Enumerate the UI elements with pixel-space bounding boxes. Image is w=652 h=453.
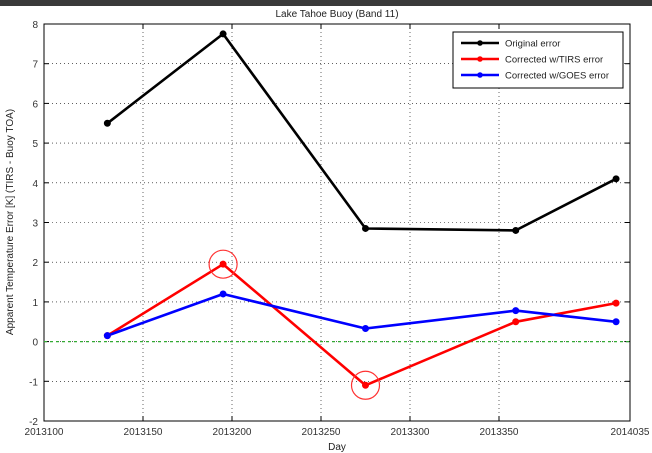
y-tick-label: -2: [29, 417, 38, 428]
x-tick-label: 2013300: [391, 427, 430, 438]
y-tick-label: 2: [32, 258, 38, 269]
legend-marker: [477, 56, 483, 62]
legend-label: Corrected w/TIRS error: [505, 55, 603, 66]
data-point-corrected-w-goes-error: [219, 290, 227, 298]
y-tick-label: 7: [32, 60, 38, 71]
legend-label: Original error: [505, 39, 560, 50]
data-point-corrected-w-goes-error: [612, 318, 620, 326]
x-tick-label: 2014035: [611, 427, 650, 438]
y-tick-label: -1: [29, 377, 38, 388]
data-point-corrected-w-tirs-error: [219, 260, 227, 268]
chart-title: Lake Tahoe Buoy (Band 11): [275, 9, 398, 20]
data-point-corrected-w-tirs-error: [612, 299, 620, 307]
x-axis-label: Day: [328, 442, 346, 453]
highlight-circles: [208, 249, 381, 400]
y-tick-label: 6: [32, 99, 38, 110]
y-tick-label: 1: [32, 298, 38, 309]
data-point-original-error: [512, 226, 520, 234]
data-point-original-error: [103, 119, 111, 127]
y-tick-label: 3: [32, 219, 38, 230]
legend-marker: [477, 72, 483, 78]
x-tick-label: 2013200: [213, 427, 252, 438]
data-point-corrected-w-tirs-error: [362, 381, 369, 389]
legend-label: Corrected w/GOES error: [505, 71, 609, 82]
y-tick-label: 8: [32, 20, 38, 31]
x-tick-label: 2013350: [480, 427, 519, 438]
legend-marker: [477, 40, 483, 46]
data-point-original-error: [362, 224, 369, 232]
x-tick-label: 2013250: [302, 427, 341, 438]
data-point-corrected-w-goes-error: [103, 332, 111, 340]
legend: Original error Corrected w/TIRS error Corr…: [452, 31, 624, 89]
data-point-corrected-w-tirs-error: [512, 318, 520, 326]
axes: 2013100 2013150 2013200 2013250 2013300 20133…: [25, 20, 650, 438]
data-point-corrected-w-goes-error: [362, 324, 369, 332]
data-point-original-error: [219, 30, 227, 38]
highlight-circle: [208, 249, 238, 279]
y-tick-label: 0: [32, 338, 38, 349]
y-tick-label: 5: [32, 139, 38, 150]
y-tick-label: 4: [32, 179, 38, 190]
data-point-corrected-w-goes-error: [512, 307, 520, 315]
x-tick-label: 2013100: [25, 427, 64, 438]
series-markers: [103, 30, 620, 389]
x-tick-label: 2013150: [124, 427, 163, 438]
data-point-original-error: [612, 175, 620, 183]
highlight-circle: [350, 370, 381, 400]
y-axis-label: Apparent Temperature Error [K] (TIRS - B…: [5, 109, 16, 335]
top-edge-strip: [0, 0, 652, 6]
